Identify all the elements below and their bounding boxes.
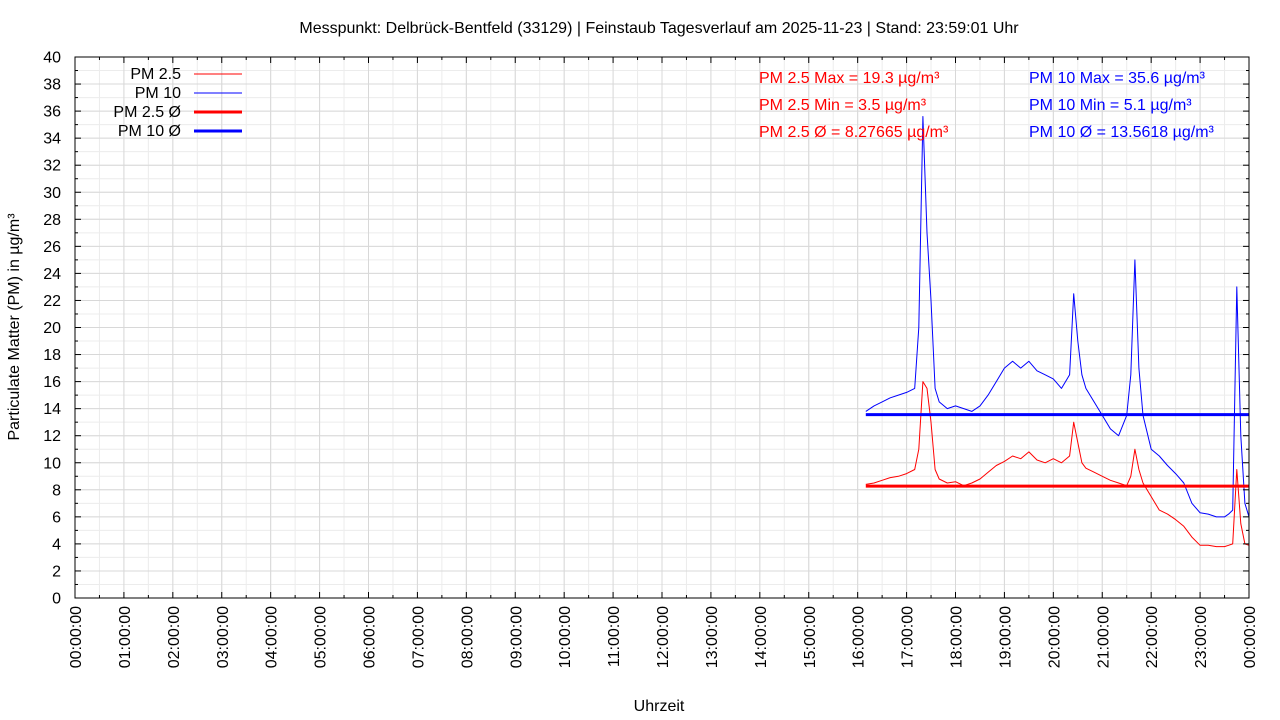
pm10-stat-text: PM 10 Ø = 13.5618 µg/m³ — [1029, 124, 1215, 141]
x-tick-labels: 00:00:00 01:00:00 02:00:00 03:00:00 04:00:00… — [68, 606, 1259, 668]
series-line-pm-2-5 — [865, 381, 1250, 548]
x-tick-label: 02:00:00 — [166, 606, 183, 668]
x-tick-label: 18:00:00 — [949, 606, 966, 668]
x-tick-label: 07:00:00 — [410, 606, 427, 668]
pm10-stat-text: PM 10 Min = 5.1 µg/m³ — [1029, 97, 1192, 114]
legend: PM 2.5 PM 10 PM 2.5 Ø PM 10 Ø — [113, 66, 242, 140]
x-tick-label: 22:00:00 — [1144, 606, 1161, 668]
y-tick-label: 8 — [52, 482, 61, 499]
y-tick-label: 22 — [43, 293, 61, 310]
y-tick-label: 20 — [43, 320, 61, 337]
x-tick-label: 09:00:00 — [508, 606, 525, 668]
y-tick-label: 24 — [43, 266, 61, 283]
y-tick-label: 28 — [43, 212, 61, 229]
x-tick-label: 10:00:00 — [557, 606, 574, 668]
x-tick-label: 11:00:00 — [606, 606, 623, 667]
pm25-stat-text: PM 2.5 Min = 3.5 µg/m³ — [759, 97, 927, 114]
y-tick-label: 34 — [43, 131, 61, 148]
x-tick-label: 08:00:00 — [459, 606, 476, 668]
series-lines — [865, 116, 1250, 548]
legend-label: PM 10 — [135, 85, 181, 102]
y-tick-label: 14 — [43, 401, 61, 418]
grid-major — [74, 56, 1250, 599]
x-tick-label: 21:00:00 — [1095, 606, 1112, 668]
y-tick-label: 2 — [52, 563, 61, 580]
y-axis-label: Particulate Matter (PM) in µg/m³ — [6, 213, 23, 441]
y-tick-label: 40 — [43, 50, 61, 67]
x-tick-label: 16:00:00 — [851, 606, 868, 668]
x-tick-label: 05:00:00 — [313, 606, 330, 668]
y-tick-label: 38 — [43, 77, 61, 94]
y-tick-label: 4 — [52, 536, 61, 553]
x-tick-label: 14:00:00 — [753, 606, 770, 668]
x-tick-label: 03:00:00 — [215, 606, 232, 668]
x-tick-label: 06:00:00 — [362, 606, 379, 668]
chart-title: Messpunkt: Delbrück-Bentfeld (33129) | F… — [299, 20, 1019, 37]
y-tick-label: 36 — [43, 104, 61, 121]
x-tick-label: 15:00:00 — [802, 606, 819, 668]
series-line-pm-10 — [865, 116, 1250, 518]
legend-label: PM 2.5 — [130, 66, 181, 83]
legend-label: PM 2.5 Ø — [113, 104, 181, 121]
y-tick-label: 12 — [43, 428, 61, 445]
x-tick-label: 00:00:00 — [1242, 606, 1259, 668]
x-tick-label: 19:00:00 — [997, 606, 1014, 668]
y-tick-label: 26 — [43, 239, 61, 256]
x-tick-label: 01:00:00 — [117, 606, 134, 668]
x-tick-label: 04:00:00 — [264, 606, 281, 668]
y-tick-label: 16 — [43, 374, 61, 391]
stats-annotations: PM 2.5 Max = 19.3 µg/m³ PM 2.5 Min = 3.5 … — [759, 70, 1215, 141]
pm25-stat-text: PM 2.5 Max = 19.3 µg/m³ — [759, 70, 940, 87]
x-tick-label: 20:00:00 — [1046, 606, 1063, 668]
x-tick-label: 12:00:00 — [655, 606, 672, 668]
x-tick-label: 23:00:00 — [1193, 606, 1210, 668]
pm25-stat-text: PM 2.5 Ø = 8.27665 µg/m³ — [759, 124, 949, 141]
x-tick-label: 13:00:00 — [704, 606, 721, 668]
pm10-stat-text: PM 10 Max = 35.6 µg/m³ — [1029, 70, 1206, 87]
x-tick-label: 00:00:00 — [68, 606, 85, 668]
y-tick-label: 6 — [52, 509, 61, 526]
y-tick-label: 18 — [43, 347, 61, 364]
y-tick-label: 10 — [43, 455, 61, 472]
y-tick-label: 32 — [43, 158, 61, 175]
y-tick-label: 0 — [52, 591, 61, 608]
x-axis-label: Uhrzeit — [634, 698, 685, 715]
ticks — [74, 56, 1250, 599]
legend-label: PM 10 Ø — [118, 123, 181, 140]
x-tick-label: 17:00:00 — [900, 606, 917, 668]
y-tick-label: 30 — [43, 185, 61, 202]
